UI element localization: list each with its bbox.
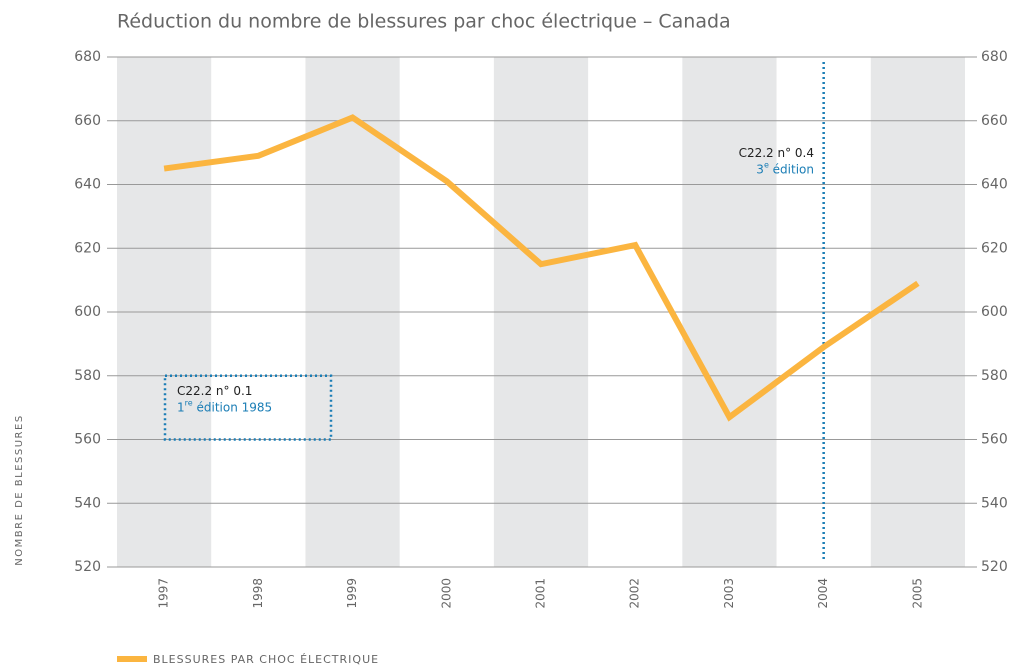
- x-tick-label: 2005: [910, 578, 924, 609]
- y-tick-label: 600: [74, 304, 101, 320]
- legend-label: BLESSURES PAR CHOC ÉLECTRIQUE: [153, 653, 379, 666]
- edition-part: édition 1985: [193, 400, 273, 414]
- y2-tick-label: 560: [981, 432, 1008, 448]
- edition-part: e: [764, 161, 769, 170]
- x-tick-label: 1997: [157, 578, 171, 609]
- edition-part: re: [185, 399, 193, 408]
- y-tick-label: 620: [74, 240, 101, 256]
- x-tick-label: 1998: [251, 578, 265, 609]
- y2-tick-label: 520: [981, 559, 1008, 575]
- y-tick-label: 640: [74, 177, 101, 193]
- y2-tick-label: 680: [981, 49, 1008, 65]
- y2-tick-label: 540: [981, 495, 1008, 511]
- y2-tick-label: 600: [981, 304, 1008, 320]
- edition-part: édition: [769, 162, 814, 176]
- data-line: [163, 114, 920, 422]
- x-tick-label: 2003: [722, 578, 736, 609]
- y-tick-label: 680: [74, 49, 101, 65]
- x-tick-label: 2000: [439, 578, 453, 609]
- x-tick-label: 2001: [534, 578, 548, 609]
- y-tick-label: 520: [74, 559, 101, 575]
- y-axis-label: NOMBRE DE BLESSURES: [14, 414, 25, 565]
- x-tick-label: 2004: [816, 578, 830, 609]
- y2-tick-label: 660: [981, 113, 1008, 129]
- y-tick-label: 660: [74, 113, 101, 129]
- y2-tick-label: 620: [981, 240, 1008, 256]
- edition-part: 3: [756, 162, 764, 176]
- annotation-code: C22.2 n° 0.4: [739, 146, 814, 160]
- y2-tick-label: 640: [981, 177, 1008, 193]
- y-tick-label: 580: [74, 368, 101, 384]
- x-tick-label: 2002: [628, 578, 642, 609]
- annotation-code: C22.2 n° 0.1: [177, 384, 252, 398]
- chart-title: Réduction du nombre de blessures par cho…: [117, 11, 731, 33]
- y2-tick-label: 580: [981, 368, 1008, 384]
- annotation-edition: 1re édition 1985: [177, 399, 272, 415]
- y-tick-label: 560: [74, 432, 101, 448]
- edition-part: 1: [177, 400, 185, 414]
- x-tick-label: 1999: [345, 578, 359, 609]
- y-tick-label: 540: [74, 495, 101, 511]
- annotation-edition: 3e édition: [756, 161, 814, 177]
